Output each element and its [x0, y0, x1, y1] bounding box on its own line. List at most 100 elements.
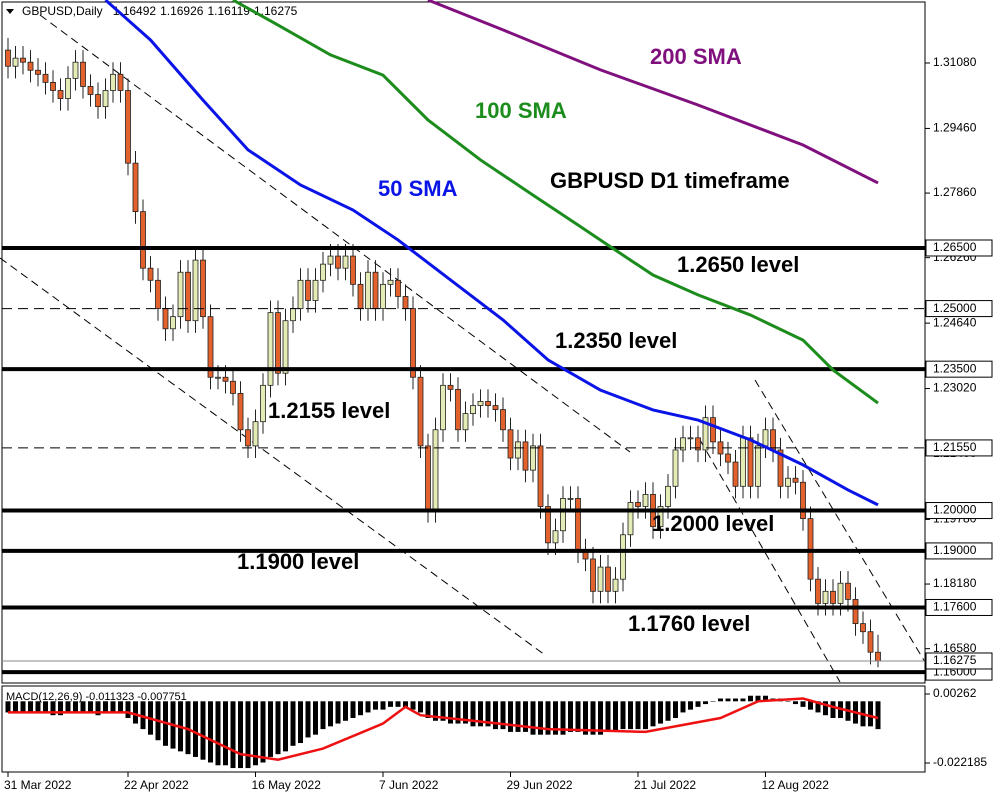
macd-bar — [208, 701, 213, 763]
candle-body — [777, 449, 784, 487]
candle-body — [680, 437, 686, 451]
y-tick-label: 1.29460 — [933, 121, 977, 135]
candle-body — [635, 502, 641, 507]
macd-bar — [553, 701, 558, 735]
macd-bar — [125, 701, 131, 718]
macd-bar — [808, 701, 813, 710]
y-tick-label: -0.022185 — [933, 755, 987, 769]
candle-body — [815, 578, 821, 604]
macd-bar — [793, 701, 798, 705]
candle-body — [875, 651, 881, 662]
signal-line — [8, 697, 879, 761]
candle-body — [822, 590, 829, 604]
macd-bar — [43, 701, 48, 713]
level-label-box — [925, 360, 993, 378]
macd-bar — [223, 701, 228, 766]
macd-bar — [58, 701, 63, 716]
candle-body — [275, 312, 281, 374]
current-price-box — [925, 652, 993, 670]
candle-body — [395, 279, 401, 297]
x-tick-label: 21 Jul 2022 — [634, 778, 696, 792]
macd-bar — [703, 701, 708, 705]
macd-bar — [875, 701, 881, 730]
level-label-box — [925, 502, 993, 520]
macd-bar — [410, 701, 416, 710]
macd-bar — [133, 701, 138, 724]
candle-body — [87, 86, 94, 95]
macd-bar — [20, 701, 26, 713]
candle-body — [462, 413, 469, 431]
macd-bar — [80, 701, 86, 713]
candle-body — [110, 73, 116, 91]
macd-bar — [643, 701, 648, 730]
macd-bar — [35, 701, 41, 713]
macd-bar — [710, 701, 716, 702]
candle-body — [290, 308, 296, 322]
macd-bar — [515, 701, 521, 732]
sma-label: 50 SMA — [378, 176, 458, 201]
candle-body — [252, 421, 259, 447]
macd-bar — [748, 695, 753, 702]
candle-body — [305, 279, 311, 301]
macd-bar — [665, 701, 671, 721]
candle-body — [102, 90, 109, 108]
macd-bar — [283, 701, 288, 752]
macd-bar — [815, 701, 821, 713]
candle-body — [500, 409, 506, 431]
candle-body — [282, 320, 289, 374]
macd-bar — [598, 701, 603, 735]
sma-label: 200 SMA — [650, 44, 742, 69]
macd-bar — [380, 701, 386, 710]
candle-body — [417, 376, 424, 447]
candle-body — [492, 405, 499, 410]
y-tick-label: 1.24640 — [933, 315, 977, 329]
candle-body — [140, 211, 146, 269]
macd-bar — [485, 701, 491, 727]
candle-body — [537, 445, 544, 507]
y-tick-label: 1.31080 — [933, 55, 977, 69]
current-price-label: 1.16275 — [933, 653, 977, 667]
level-label: 1.25000 — [933, 301, 977, 315]
macd-bar — [755, 695, 761, 702]
candle-body — [185, 271, 191, 322]
macd-bar — [350, 701, 356, 718]
macd-bar — [253, 701, 258, 766]
macd-bar — [388, 701, 393, 707]
macd-bar — [680, 701, 686, 713]
macd-bar — [193, 701, 198, 757]
candle-body — [365, 271, 371, 309]
macd-bar — [305, 701, 311, 738]
candle-body — [425, 445, 431, 511]
y-tick-label: 1.16580 — [933, 641, 977, 655]
macd-bar — [200, 701, 206, 760]
candle-body — [560, 498, 566, 532]
candle-body — [207, 316, 214, 378]
candle-body — [852, 598, 859, 625]
menu-triangle — [6, 9, 14, 14]
candle-body — [665, 485, 671, 507]
level-annotation: 1.1900 level — [237, 549, 359, 574]
level-label: 1.21550 — [933, 440, 977, 454]
macd-bar — [635, 701, 641, 730]
candle-body — [117, 73, 124, 91]
candle-body — [260, 384, 266, 423]
candle-body — [507, 429, 514, 459]
level-label: 1.19000 — [933, 543, 977, 557]
macd-bar — [823, 701, 828, 716]
candle-body — [470, 405, 476, 414]
level-annotation: 1.2350 level — [555, 328, 677, 353]
candle-body — [830, 590, 836, 604]
candle-body — [440, 384, 446, 431]
candle-body — [860, 623, 866, 633]
y-tick-label: 1.23020 — [933, 381, 977, 395]
macd-bar — [28, 701, 33, 713]
macd-bar — [740, 698, 746, 702]
macd-bar — [73, 701, 78, 713]
level-annotation: 1.2000 level — [652, 511, 774, 536]
macd-bar — [88, 701, 93, 713]
candle-body — [312, 279, 319, 301]
candle-body — [65, 77, 71, 99]
candle-body — [867, 631, 874, 653]
